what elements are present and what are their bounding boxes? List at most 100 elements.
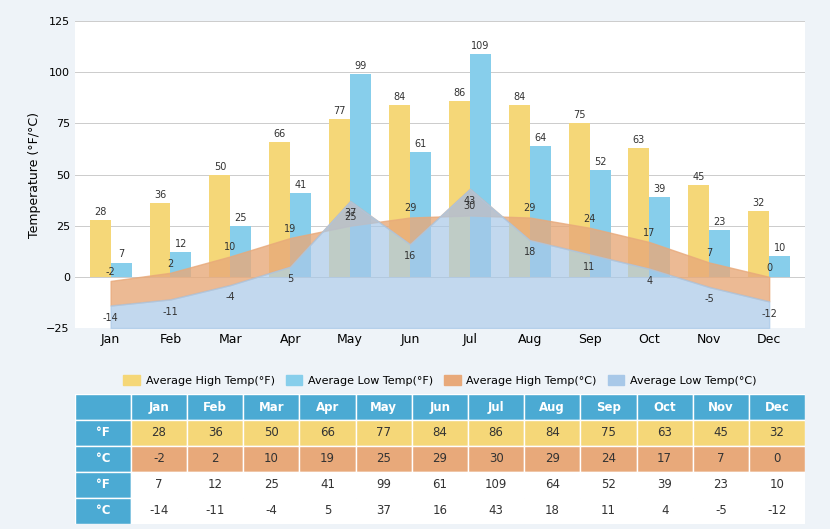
Text: -4: -4 [266, 504, 277, 517]
Text: 52: 52 [593, 158, 606, 167]
Bar [355, 394, 412, 420]
Text: 24: 24 [583, 214, 596, 224]
Bar [355, 420, 412, 446]
Bar [589, 170, 611, 277]
Text: 29: 29 [403, 204, 416, 213]
Bar [637, 394, 693, 420]
Text: 86: 86 [453, 88, 466, 98]
Bar [243, 446, 300, 472]
Text: 0: 0 [766, 263, 772, 273]
Bar [693, 472, 749, 498]
Bar [355, 446, 412, 472]
Bar [131, 498, 187, 524]
Text: 12: 12 [175, 239, 187, 249]
Bar [231, 226, 251, 277]
Text: 25: 25 [235, 213, 247, 223]
Text: 45: 45 [714, 426, 728, 440]
Text: Sep: Sep [596, 400, 621, 414]
Bar [468, 498, 525, 524]
Text: 50: 50 [264, 426, 279, 440]
Text: Mar: Mar [258, 400, 284, 414]
Text: 66: 66 [320, 426, 335, 440]
Bar [187, 446, 243, 472]
Legend: Average High Temp(°F), Average Low Temp(°F), Average High Temp(°C), Average Low : Average High Temp(°F), Average Low Temp(… [119, 370, 761, 390]
Text: 10: 10 [774, 243, 786, 253]
Text: 84: 84 [393, 92, 406, 102]
Bar [110, 262, 132, 277]
Bar [243, 420, 300, 446]
Text: °C: °C [95, 504, 110, 517]
Bar [75, 446, 131, 472]
Text: 41: 41 [295, 180, 307, 190]
Text: Aug: Aug [540, 400, 565, 414]
Bar [468, 472, 525, 498]
Bar [530, 146, 550, 277]
Bar [693, 446, 749, 472]
Bar [509, 105, 530, 277]
Bar [149, 203, 170, 277]
Text: Oct: Oct [653, 400, 676, 414]
Text: 18: 18 [544, 504, 559, 517]
Text: -5: -5 [715, 504, 727, 517]
Bar [637, 498, 693, 524]
Text: -2: -2 [105, 267, 115, 277]
Text: 41: 41 [320, 478, 335, 491]
Bar [525, 394, 580, 420]
Bar [628, 148, 649, 277]
Text: 109: 109 [485, 478, 507, 491]
Bar [330, 120, 350, 277]
Bar [637, 472, 693, 498]
Text: 43: 43 [464, 196, 476, 206]
Bar [580, 498, 637, 524]
Bar [75, 472, 131, 498]
Bar [710, 230, 730, 277]
Bar [470, 54, 491, 277]
Text: -4: -4 [226, 292, 235, 302]
Text: 99: 99 [354, 61, 367, 71]
Text: 2: 2 [212, 452, 219, 466]
Bar [468, 394, 525, 420]
Bar [350, 75, 371, 277]
Text: 84: 84 [513, 92, 525, 102]
Text: 84: 84 [544, 426, 559, 440]
Text: 29: 29 [432, 452, 447, 466]
Bar [693, 394, 749, 420]
Bar [412, 446, 468, 472]
Bar [412, 420, 468, 446]
Bar [300, 498, 355, 524]
Text: 63: 63 [657, 426, 672, 440]
Bar [749, 498, 805, 524]
Bar [410, 152, 431, 277]
Bar [749, 420, 805, 446]
Text: 17: 17 [643, 228, 656, 238]
Bar [637, 420, 693, 446]
Bar [187, 472, 243, 498]
Text: Jan: Jan [149, 400, 169, 414]
Text: 64: 64 [534, 133, 546, 143]
Bar [187, 498, 243, 524]
Bar [749, 446, 805, 472]
Bar [580, 394, 637, 420]
Text: 32: 32 [753, 198, 765, 208]
Text: Apr: Apr [316, 400, 339, 414]
Text: 39: 39 [657, 478, 672, 491]
Text: 75: 75 [573, 111, 585, 121]
Text: 25: 25 [264, 478, 279, 491]
Text: -5: -5 [705, 294, 714, 304]
Bar [580, 472, 637, 498]
Text: 28: 28 [152, 426, 166, 440]
Bar [748, 212, 769, 277]
Bar [525, 472, 580, 498]
Bar [300, 472, 355, 498]
Text: 36: 36 [154, 190, 166, 200]
Bar [389, 105, 410, 277]
Text: 66: 66 [274, 129, 286, 139]
Y-axis label: Temperature (°F/°C): Temperature (°F/°C) [27, 112, 41, 238]
Text: 77: 77 [334, 106, 346, 116]
Text: 99: 99 [376, 478, 391, 491]
Text: Jul: Jul [488, 400, 505, 414]
Text: 23: 23 [714, 478, 728, 491]
Text: 19: 19 [284, 224, 296, 234]
Text: 30: 30 [464, 202, 476, 212]
Bar [525, 446, 580, 472]
